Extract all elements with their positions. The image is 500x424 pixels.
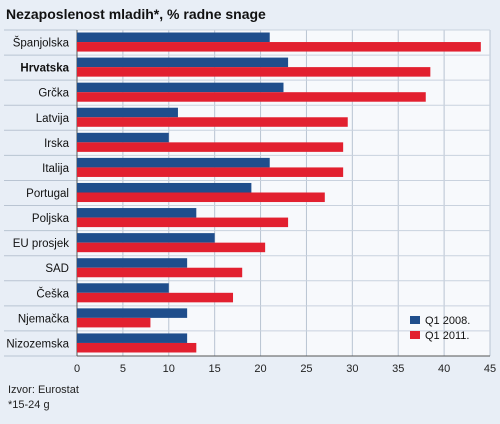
bar-q1-2011 — [77, 292, 234, 303]
bar-q1-2011 — [77, 117, 348, 127]
x-tick-label: 20 — [254, 363, 266, 375]
bar-q1-2011 — [77, 192, 325, 203]
bar-q1-2008 — [77, 182, 252, 193]
legend-label: Q1 2011. — [425, 330, 469, 342]
bar-q1-2008 — [77, 283, 169, 293]
bar-q1-2008 — [77, 32, 270, 43]
source-note: Izvor: Eurostat — [8, 384, 79, 396]
bar-q1-2011 — [77, 317, 151, 328]
bar-q1-2008 — [77, 132, 169, 143]
bar-q1-2011 — [77, 142, 344, 152]
category-label: Irska — [44, 138, 70, 150]
bar-q1-2011 — [77, 67, 431, 77]
bar-q1-2008 — [77, 308, 188, 318]
bar-q1-2011 — [77, 217, 289, 228]
age-footnote: *15-24 g — [8, 399, 50, 411]
category-label: Nizozemska — [6, 338, 69, 350]
x-tick-label: 45 — [484, 363, 496, 375]
x-tick-label: 40 — [438, 363, 450, 375]
bar-q1-2011 — [77, 167, 344, 177]
chart-title: Nezaposlenost mladih*, % radne snage — [6, 6, 266, 22]
category-label: Češka — [36, 287, 69, 300]
x-tick-label: 5 — [120, 363, 126, 375]
bar-q1-2008 — [77, 208, 197, 218]
legend-label: Q1 2008. — [425, 315, 470, 327]
category-label: SAD — [45, 263, 69, 275]
bar-q1-2011 — [77, 342, 197, 353]
bar-q1-2008 — [77, 157, 270, 168]
category-label: EU prosjek — [13, 238, 69, 250]
category-label: Latvija — [36, 113, 70, 125]
x-tick-label: 35 — [392, 363, 404, 375]
bar-q1-2011 — [77, 92, 426, 102]
bar-q1-2011 — [77, 267, 243, 278]
bar-q1-2008 — [77, 107, 178, 118]
bar-q1-2011 — [77, 242, 266, 253]
category-label: Italija — [42, 163, 69, 175]
bar-q1-2008 — [77, 233, 215, 243]
x-tick-label: 0 — [74, 363, 80, 375]
bar-q1-2008 — [77, 258, 188, 268]
x-tick-label: 25 — [300, 363, 312, 375]
legend-swatch — [410, 331, 420, 339]
bar-q1-2008 — [77, 57, 289, 68]
x-tick-label: 15 — [209, 363, 221, 375]
category-label: Hrvatska — [20, 63, 69, 75]
x-tick-label: 30 — [346, 363, 358, 375]
category-label: Španjolska — [13, 37, 70, 50]
category-label: Portugal — [26, 188, 69, 200]
legend-swatch — [410, 316, 420, 324]
bar-q1-2011 — [77, 42, 481, 52]
bar-q1-2008 — [77, 333, 188, 343]
category-label: Njemačka — [18, 313, 70, 325]
category-label: Poljska — [32, 213, 70, 225]
category-label: Grčka — [38, 88, 69, 100]
bar-q1-2008 — [77, 82, 284, 93]
x-tick-label: 10 — [163, 363, 175, 375]
